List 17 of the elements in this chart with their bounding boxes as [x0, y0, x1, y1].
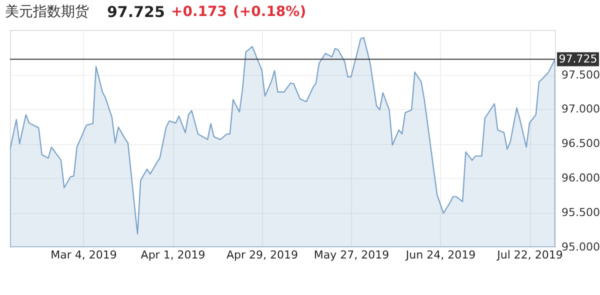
x-tick-label: Jun 24, 2019 [404, 248, 476, 262]
text: (+0.18%) [233, 4, 306, 20]
x-tick-label: Mar 4, 2019 [50, 248, 117, 262]
text: 97.725 [107, 3, 165, 21]
x-tick-label: Apr 29, 2019 [226, 248, 298, 262]
ref-line-label: 97.725 [558, 52, 598, 66]
y-tick-label: 95.500 [562, 206, 600, 220]
y-tick-label: 96.000 [562, 172, 600, 185]
y-tick-label: 97.000 [562, 102, 600, 116]
text: +0.173 [171, 4, 228, 20]
x-tick-label: May 27, 2019 [314, 248, 390, 262]
y-tick-label: 95.000 [562, 240, 600, 254]
y-tick-label: 96.500 [562, 137, 600, 150]
y-tick-label: 97.500 [562, 68, 600, 82]
chart-title: 美元指数期货 [5, 4, 89, 20]
x-tick-label: Jul 22, 2019 [496, 248, 563, 262]
x-tick-label: Apr 1, 2019 [140, 248, 206, 262]
